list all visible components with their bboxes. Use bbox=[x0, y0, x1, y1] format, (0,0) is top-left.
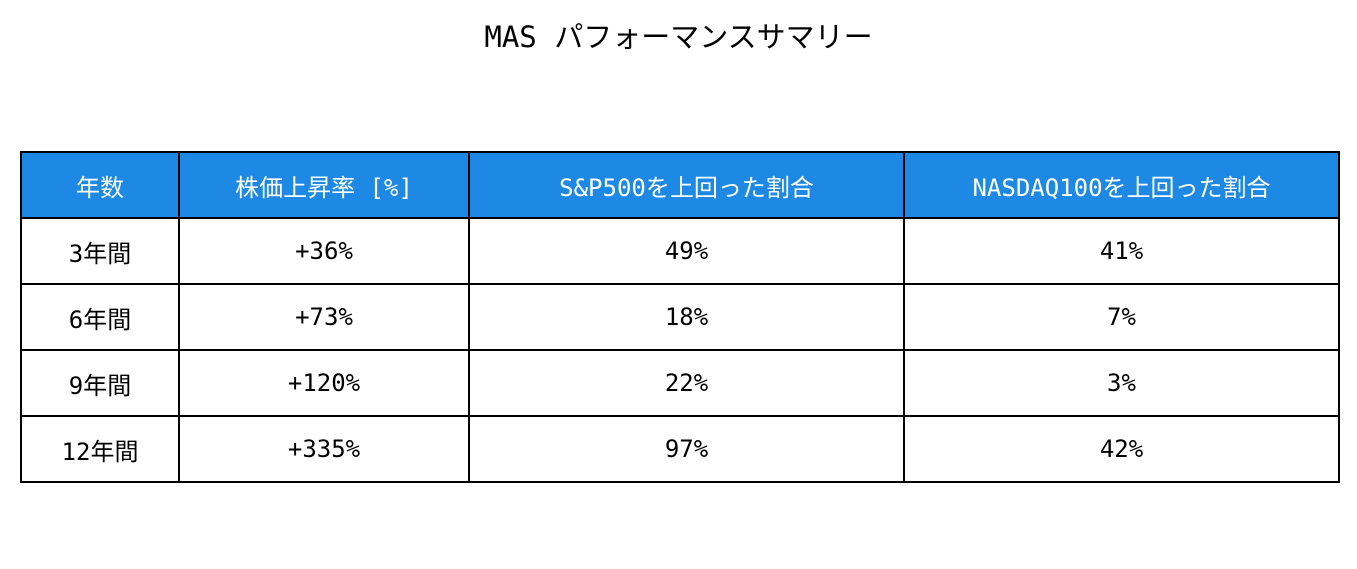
table-cell: 49% bbox=[468, 217, 905, 285]
table-cell: 42% bbox=[903, 415, 1340, 483]
table-cell: 41% bbox=[903, 217, 1340, 285]
header-cell: 株価上昇率 [%] bbox=[178, 151, 470, 219]
table-row: 9年間 +120% 22% 3% bbox=[20, 349, 1340, 417]
table-cell: 6年間 bbox=[20, 283, 180, 351]
header-cell: 年数 bbox=[20, 151, 180, 219]
table-cell: +335% bbox=[178, 415, 470, 483]
table-cell: 22% bbox=[468, 349, 905, 417]
table-cell: +36% bbox=[178, 217, 470, 285]
table-body: 3年間 +36% 49% 41% 6年間 +73% 18% 7% 9年間 +120% 22% 3% 12… bbox=[20, 217, 1340, 483]
table-cell: 9年間 bbox=[20, 349, 180, 417]
table-cell: 12年間 bbox=[20, 415, 180, 483]
table-cell: +120% bbox=[178, 349, 470, 417]
table-cell: 7% bbox=[903, 283, 1340, 351]
table-cell: +73% bbox=[178, 283, 470, 351]
table-cell: 97% bbox=[468, 415, 905, 483]
table-cell: 18% bbox=[468, 283, 905, 351]
table-cell: 3年間 bbox=[20, 217, 180, 285]
summary-table: 年数 株価上昇率 [%] S&P500を上回った割合 NASDAQ100を上回った割合… bbox=[20, 151, 1340, 483]
table-row: 12年間 +335% 97% 42% bbox=[20, 415, 1340, 483]
table-row: 6年間 +73% 18% 7% bbox=[20, 283, 1340, 351]
header-row: 年数 株価上昇率 [%] S&P500を上回った割合 NASDAQ100を上回った割合 bbox=[20, 151, 1340, 219]
table-row: 3年間 +36% 49% 41% bbox=[20, 217, 1340, 285]
header-cell: NASDAQ100を上回った割合 bbox=[903, 151, 1340, 219]
title: MAS パフォーマンスサマリー bbox=[484, 20, 873, 54]
table-cell: 3% bbox=[903, 349, 1340, 417]
header-cell: S&P500を上回った割合 bbox=[468, 151, 905, 219]
